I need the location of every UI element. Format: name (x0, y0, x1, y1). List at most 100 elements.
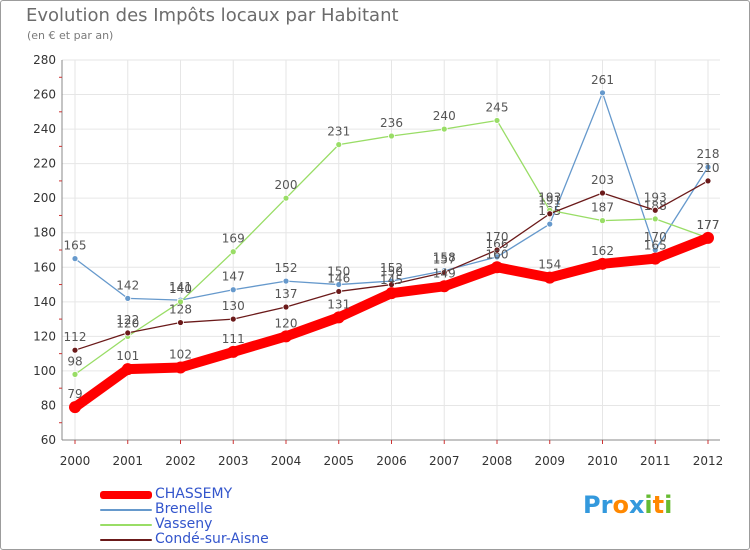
data-label-chassemy: 177 (697, 218, 720, 232)
chart-legend: CHASSEMY Brenelle Vasseny Condé-sur-Aisn… (100, 487, 269, 547)
data-label-vasseny: 188 (644, 199, 667, 213)
data-label-cond-sur-aisne: 170 (486, 230, 509, 244)
data-label-brenelle: 147 (222, 270, 245, 284)
data-label-vasseny: 200 (275, 178, 298, 192)
data-point-vasseny (282, 194, 290, 202)
logo-letter: P (583, 491, 601, 519)
data-label-brenelle: 261 (591, 73, 614, 87)
data-label-vasseny: 187 (591, 201, 614, 215)
data-point-brenelle (282, 277, 290, 285)
data-label-chassemy: 79 (67, 387, 82, 401)
x-tick-label: 2011 (640, 454, 671, 468)
y-tick-label: 80 (41, 398, 56, 412)
data-label-vasseny: 193 (538, 190, 561, 204)
data-point-vasseny (493, 117, 501, 124)
logo-letter: r (600, 491, 613, 519)
data-label-vasseny: 245 (486, 100, 509, 114)
data-label-brenelle: 166 (486, 237, 509, 251)
data-point-cond-sur-aisne (229, 315, 237, 323)
data-label-vasseny: 98 (67, 354, 82, 368)
data-label-vasseny: 169 (222, 232, 245, 246)
data-label-cond-sur-aisne: 203 (591, 173, 614, 187)
data-point-cond-sur-aisne (177, 319, 184, 326)
logo-letter: i (644, 491, 653, 519)
data-point-cond-sur-aisne (704, 177, 712, 185)
data-point-vasseny (440, 125, 448, 133)
data-label-brenelle: 170 (644, 230, 667, 244)
data-label-vasseny: 120 (116, 316, 139, 330)
data-label-chassemy: 162 (591, 244, 614, 258)
legend-swatch-brenelle (100, 508, 152, 511)
data-point-vasseny (335, 141, 343, 149)
data-point-brenelle (599, 89, 606, 97)
logo-letter: t (652, 491, 665, 519)
x-tick-label: 2012 (693, 454, 724, 468)
y-tick-label: 60 (41, 433, 56, 447)
data-point-chassemy (649, 252, 662, 265)
legend-swatch-conde-sur-aisne (100, 538, 152, 541)
y-tick-label: 220 (33, 157, 56, 171)
data-label-brenelle: 150 (327, 265, 350, 279)
data-point-chassemy (543, 271, 556, 284)
y-tick-label: 100 (33, 364, 56, 378)
x-tick-label: 2004 (271, 454, 302, 468)
data-label-cond-sur-aisne: 128 (169, 303, 192, 317)
chart-subtitle: (en € et par an) (27, 29, 114, 42)
y-tick-label: 120 (33, 329, 56, 343)
data-label-vasseny: 140 (169, 282, 192, 296)
data-label-brenelle: 152 (275, 261, 298, 275)
x-tick-label: 2002 (165, 454, 196, 468)
data-point-cond-sur-aisne (440, 269, 448, 276)
data-label-chassemy: 165 (644, 239, 667, 253)
legend-item-chassemy: CHASSEMY (100, 487, 269, 502)
y-tick-label: 240 (33, 122, 56, 136)
data-label-chassemy: 111 (222, 332, 245, 346)
data-point-cond-sur-aisne (599, 189, 606, 197)
data-point-vasseny (651, 215, 659, 223)
data-label-cond-sur-aisne: 112 (64, 330, 87, 344)
data-label-vasseny: 240 (433, 109, 456, 123)
data-point-vasseny (229, 248, 237, 256)
x-tick-label: 2007 (429, 454, 460, 468)
legend-item-brenelle: Brenelle (100, 502, 269, 517)
data-point-chassemy (174, 361, 187, 374)
data-point-brenelle (493, 253, 501, 261)
data-point-chassemy (280, 330, 292, 343)
data-label-brenelle: 141 (169, 280, 192, 294)
data-label-brenelle: 142 (116, 278, 139, 292)
data-label-vasseny: 236 (380, 116, 403, 130)
data-label-brenelle: 158 (433, 251, 456, 265)
data-label-chassemy: 131 (327, 297, 350, 311)
x-tick-label: 2000 (60, 454, 91, 468)
data-label-chassemy: 145 (380, 273, 403, 287)
data-point-chassemy (332, 311, 345, 324)
data-point-chassemy (438, 280, 451, 293)
legend-swatch-chassemy (100, 490, 152, 499)
logo-letter: x (628, 491, 645, 519)
data-label-chassemy: 160 (486, 247, 509, 261)
data-label-cond-sur-aisne: 146 (327, 271, 350, 285)
y-tick-label: 160 (33, 260, 56, 274)
data-point-chassemy (491, 261, 503, 274)
logo-letter: o (612, 491, 629, 519)
data-label-vasseny: 231 (327, 125, 350, 139)
data-label-cond-sur-aisne: 122 (116, 313, 139, 327)
data-label-cond-sur-aisne: 157 (433, 252, 456, 266)
data-label-brenelle: 165 (64, 239, 87, 253)
x-tick-label: 2009 (534, 454, 565, 468)
legend-swatch-vasseny (100, 523, 152, 526)
data-point-chassemy (702, 231, 714, 244)
data-point-brenelle (229, 286, 237, 294)
legend-label-chassemy: CHASSEMY (155, 486, 233, 502)
data-point-cond-sur-aisne (282, 303, 290, 311)
data-label-cond-sur-aisne: 130 (222, 299, 245, 313)
data-label-chassemy: 149 (433, 266, 456, 280)
data-point-brenelle (335, 281, 343, 288)
data-point-vasseny (599, 217, 606, 225)
data-point-chassemy (596, 257, 609, 270)
legend-label-conde-sur-aisne: Condé-sur-Aisne (155, 531, 269, 547)
data-point-chassemy (121, 363, 134, 376)
data-point-cond-sur-aisne (335, 288, 343, 295)
data-label-chassemy: 120 (275, 316, 298, 330)
